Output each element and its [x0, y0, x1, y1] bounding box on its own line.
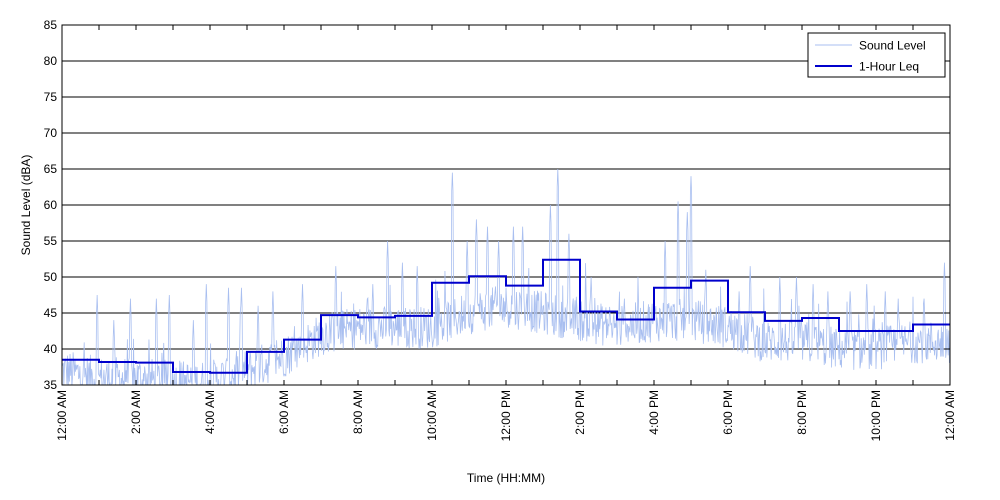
legend-box	[807, 32, 946, 78]
y-tick-label: 55	[44, 234, 58, 248]
x-tick-label: 4:00 PM	[647, 390, 661, 435]
legend: Sound Level 1-Hour Leq	[807, 32, 946, 78]
x-tick-label: 12:00 AM	[943, 390, 957, 441]
y-tick-label: 80	[44, 54, 58, 68]
x-axis-ticks: 12:00 AM 2:00 AM 4:00 AM 6:00 AM 8:00 AM 10:0…	[55, 25, 957, 441]
y-tick-label: 70	[44, 126, 58, 140]
y-tick-label: 40	[44, 342, 58, 356]
x-tick-label: 10:00 PM	[869, 390, 883, 441]
y-tick-label: 35	[44, 378, 58, 392]
y-tick-label: 85	[44, 18, 58, 32]
x-tick-label: 6:00 PM	[721, 390, 735, 435]
sound-level-series	[62, 168, 950, 385]
y-tick-label: 60	[44, 198, 58, 212]
y-tick-label: 75	[44, 90, 58, 104]
leq-step-line	[62, 258, 950, 374]
x-tick-label: 10:00 AM	[425, 390, 439, 441]
sound-level-line	[62, 168, 950, 385]
x-tick-label: 8:00 PM	[795, 390, 809, 435]
leq-series	[62, 258, 950, 374]
x-tick-label: 8:00 AM	[351, 390, 365, 434]
legend-label-sound-level: Sound Level	[859, 39, 926, 53]
y-tick-label: 45	[44, 306, 58, 320]
y-axis-label: Sound Level (dBA)	[19, 155, 33, 256]
x-tick-label: 2:00 PM	[573, 390, 587, 435]
y-tick-label: 50	[44, 270, 58, 284]
y-axis-ticks: 35 40 45 50 55 60 65 70 75 80 85	[44, 18, 950, 392]
x-axis-label: Time (HH:MM)	[467, 471, 545, 485]
legend-label-leq: 1-Hour Leq	[859, 60, 919, 74]
x-tick-label: 12:00 AM	[55, 390, 69, 441]
x-tick-label: 4:00 AM	[203, 390, 217, 434]
x-tick-label: 6:00 AM	[277, 390, 291, 434]
x-tick-label: 12:00 PM	[499, 390, 513, 441]
x-tick-label: 2:00 AM	[129, 390, 143, 434]
y-tick-label: 65	[44, 162, 58, 176]
